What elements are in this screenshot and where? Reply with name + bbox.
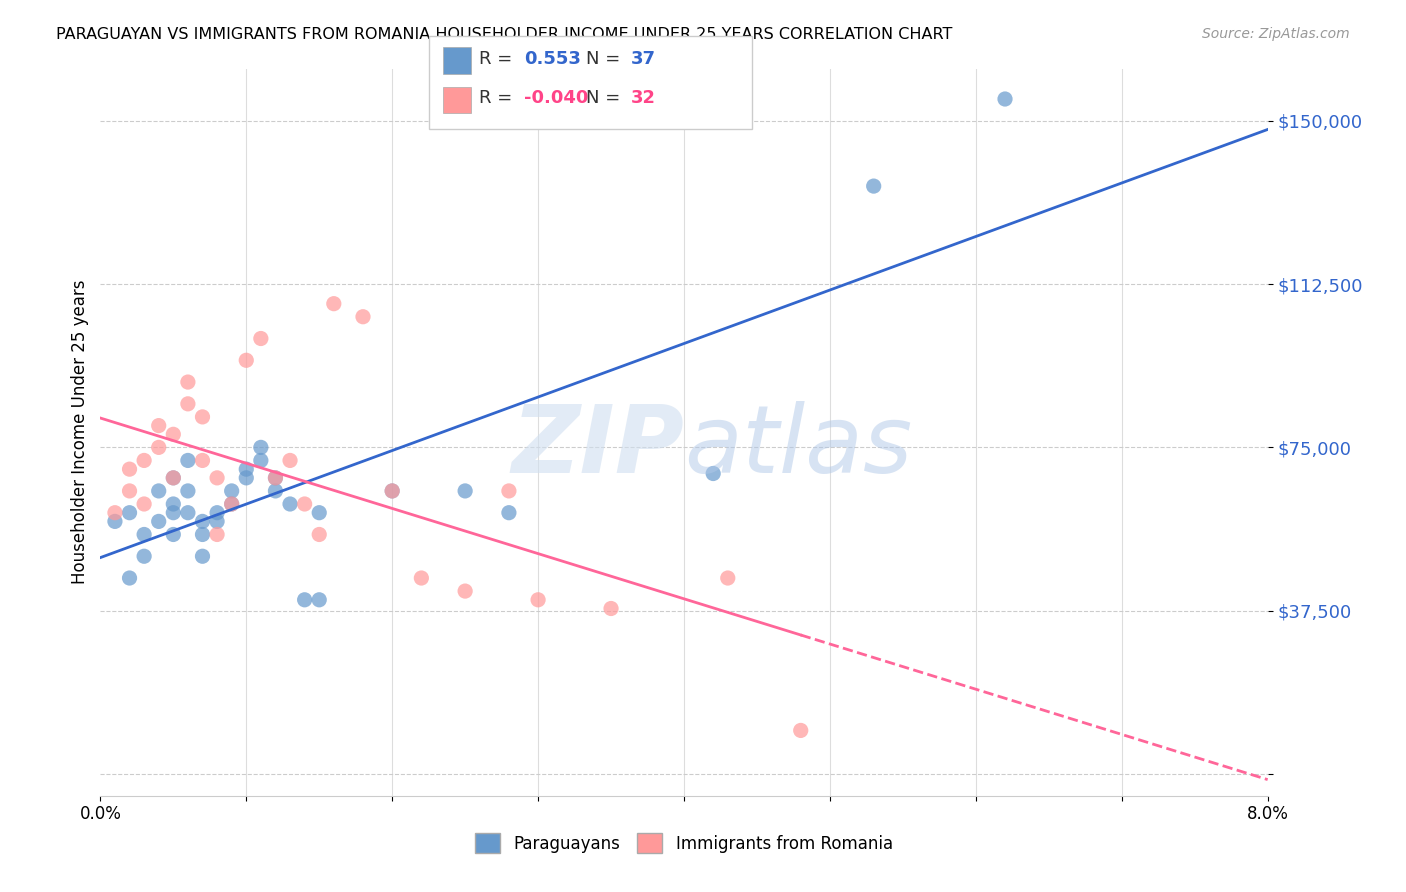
Point <box>250 453 273 467</box>
Point <box>191 515 214 529</box>
Point <box>308 506 330 520</box>
Point <box>790 723 813 738</box>
Point <box>134 527 156 541</box>
Text: 37: 37 <box>631 50 657 68</box>
Point <box>221 497 243 511</box>
Point <box>162 527 184 541</box>
Point <box>308 527 330 541</box>
Legend: Paraguayans, Immigrants from Romania: Paraguayans, Immigrants from Romania <box>468 827 900 860</box>
Point <box>381 483 404 498</box>
Point <box>527 592 550 607</box>
Point <box>294 592 316 607</box>
Point <box>264 483 287 498</box>
Point <box>250 441 273 455</box>
Text: atlas: atlas <box>683 401 912 492</box>
Point <box>205 527 228 541</box>
Point <box>235 462 257 476</box>
Point <box>600 601 623 615</box>
Point <box>162 497 184 511</box>
Y-axis label: Householder Income Under 25 years: Householder Income Under 25 years <box>72 280 89 584</box>
Point <box>162 471 184 485</box>
Point <box>134 453 156 467</box>
Point <box>250 331 273 345</box>
Point <box>118 571 141 585</box>
Point <box>118 506 141 520</box>
Point <box>162 506 184 520</box>
Point <box>994 92 1017 106</box>
Point <box>162 471 184 485</box>
Point <box>498 483 520 498</box>
Point <box>177 453 200 467</box>
Point <box>278 453 301 467</box>
Text: R =: R = <box>479 89 513 107</box>
Point <box>104 506 127 520</box>
Point <box>191 549 214 564</box>
Text: N =: N = <box>586 50 620 68</box>
Text: -0.040: -0.040 <box>524 89 589 107</box>
Point <box>118 462 141 476</box>
Point <box>411 571 433 585</box>
Point <box>118 483 141 498</box>
Point <box>294 497 316 511</box>
Point <box>717 571 740 585</box>
Text: N =: N = <box>586 89 620 107</box>
Point <box>191 409 214 424</box>
Text: 32: 32 <box>631 89 657 107</box>
Point <box>702 467 724 481</box>
Point <box>177 375 200 389</box>
Point <box>235 471 257 485</box>
Text: Source: ZipAtlas.com: Source: ZipAtlas.com <box>1202 27 1350 41</box>
Point <box>308 592 330 607</box>
Point <box>177 506 200 520</box>
Point <box>221 497 243 511</box>
Point <box>381 483 404 498</box>
Point <box>454 483 477 498</box>
Point <box>264 471 287 485</box>
Point <box>454 584 477 599</box>
Point <box>177 397 200 411</box>
Point <box>352 310 374 324</box>
Point <box>205 506 228 520</box>
Point <box>322 296 344 310</box>
Point <box>205 471 228 485</box>
Point <box>134 497 156 511</box>
Text: 0.553: 0.553 <box>524 50 581 68</box>
Point <box>498 506 520 520</box>
Point <box>221 483 243 498</box>
Point <box>148 515 170 529</box>
Text: PARAGUAYAN VS IMMIGRANTS FROM ROMANIA HOUSEHOLDER INCOME UNDER 25 YEARS CORRELAT: PARAGUAYAN VS IMMIGRANTS FROM ROMANIA HO… <box>56 27 953 42</box>
Point <box>264 471 287 485</box>
Point <box>148 441 170 455</box>
Point <box>191 453 214 467</box>
Point <box>148 418 170 433</box>
Point <box>205 515 228 529</box>
Point <box>162 427 184 442</box>
Point <box>177 483 200 498</box>
Point <box>191 527 214 541</box>
Point <box>862 179 884 194</box>
Point <box>235 353 257 368</box>
Point <box>148 483 170 498</box>
Text: R =: R = <box>479 50 513 68</box>
Point <box>104 515 127 529</box>
Text: ZIP: ZIP <box>512 401 683 492</box>
Point <box>278 497 301 511</box>
Point <box>134 549 156 564</box>
